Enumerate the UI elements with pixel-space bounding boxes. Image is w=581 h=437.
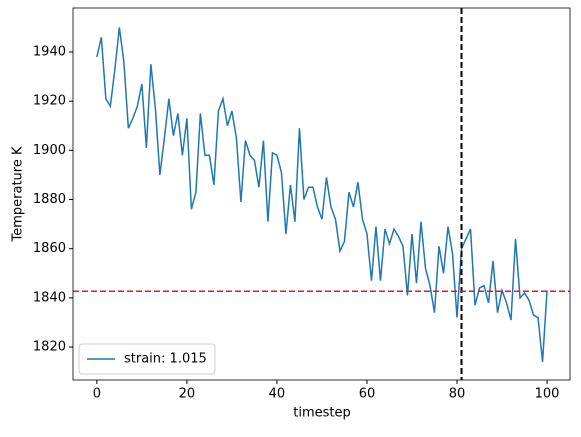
y-tick-label: 1840	[33, 290, 66, 305]
x-tick-label: 80	[449, 387, 466, 402]
x-tick-label: 20	[179, 387, 196, 402]
x-tick-label: 60	[359, 387, 376, 402]
y-tick-label: 1860	[33, 241, 66, 256]
y-axis-label: Temperature K	[11, 146, 26, 242]
y-tick-label: 1920	[33, 94, 66, 109]
x-tick-label: 0	[93, 387, 101, 402]
data-line	[96, 27, 548, 362]
y-tick-label: 1940	[33, 45, 66, 60]
y-tick-label: 1880	[33, 192, 66, 207]
y-tick-label: 1900	[33, 143, 66, 158]
x-tick-label: 100	[535, 387, 560, 402]
x-tick-label: 40	[269, 387, 286, 402]
x-axis-label: timestep	[293, 406, 351, 421]
y-tick-label: 1820	[33, 340, 66, 355]
legend-box	[78, 343, 216, 375]
legend-label: strain: 1.015	[124, 352, 207, 367]
plot-frame	[72, 7, 571, 381]
